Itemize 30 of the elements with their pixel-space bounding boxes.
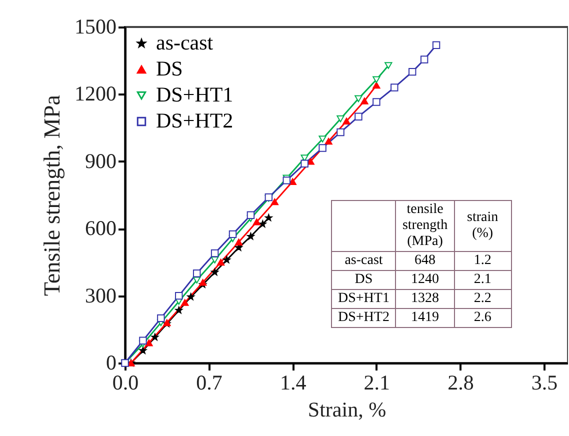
y-tick-label: 900 bbox=[85, 148, 116, 173]
text: as-cast bbox=[344, 253, 383, 268]
x-tick-label: 1.4 bbox=[280, 370, 307, 394]
x-tick-label: 0.7 bbox=[196, 370, 222, 394]
annotation: 1.2 bbox=[454, 252, 512, 270]
x-axis-title: Strain, % bbox=[308, 398, 386, 422]
text: DS+HT2 bbox=[338, 310, 390, 325]
legend-label: as-cast bbox=[156, 30, 214, 54]
y-tick-label: 1500 bbox=[74, 14, 116, 38]
y-tick-label: 300 bbox=[85, 283, 116, 308]
annotation: 2.1 bbox=[454, 270, 512, 290]
annotation: 2.2 bbox=[454, 290, 512, 308]
annotation: 2.6 bbox=[454, 308, 512, 328]
y-tick-label: 600 bbox=[85, 216, 116, 240]
text: DS bbox=[354, 272, 373, 287]
y-tick-label: 1200 bbox=[74, 82, 116, 106]
annotation: 1240 bbox=[396, 270, 454, 290]
x-tick-label: 2.1 bbox=[364, 370, 390, 394]
y-axis-title: Tensile strength, MPa bbox=[40, 95, 64, 296]
annotation: 648 bbox=[396, 252, 454, 270]
legend-label: DS bbox=[156, 56, 183, 80]
x-tick-label: 2.8 bbox=[448, 370, 474, 394]
annotation: strain (%) bbox=[454, 200, 512, 252]
annotation: tensile strength (MPa) bbox=[396, 200, 454, 252]
legend-label: DS+HT1 bbox=[156, 82, 234, 106]
x-tick-label: 3.5 bbox=[531, 370, 558, 394]
annotation: 1328 bbox=[396, 290, 454, 308]
text: DS+HT1 bbox=[338, 291, 390, 306]
annotation: 1419 bbox=[396, 308, 454, 328]
legend-label: DS+HT2 bbox=[156, 108, 234, 132]
